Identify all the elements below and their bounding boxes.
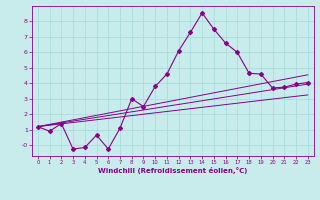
X-axis label: Windchill (Refroidissement éolien,°C): Windchill (Refroidissement éolien,°C)	[98, 167, 247, 174]
